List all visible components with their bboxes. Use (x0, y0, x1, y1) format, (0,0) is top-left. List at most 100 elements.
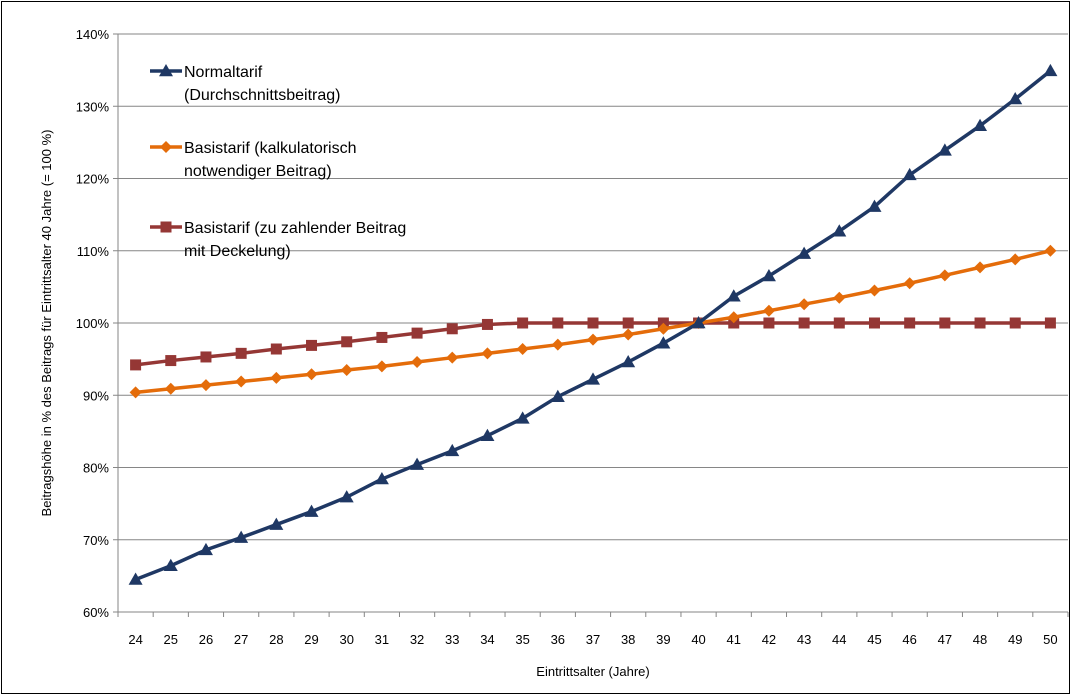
x-tick-label: 39 (656, 632, 670, 647)
legend-marker (160, 221, 172, 233)
legend-label: (Durchschnittsbeitrag) (184, 87, 341, 104)
data-point (305, 368, 318, 381)
x-axis-ticks: 24 25 26 27 28 29 30 31 32 33 34 35 36 37 38 39 40 41 42 43… (117, 612, 1069, 647)
data-point (376, 331, 388, 343)
data-point (551, 338, 564, 351)
data-point (411, 356, 424, 369)
data-point (973, 118, 988, 132)
y-tick-label: 60% (83, 605, 109, 620)
data-point (235, 375, 248, 388)
legend: Normaltarif (Durchschnittsbeitrag) Basista… (150, 64, 406, 260)
legend-label: notwendiger Beitrag) (184, 163, 332, 180)
x-tick-label: 45 (867, 632, 881, 647)
x-tick-label: 40 (691, 632, 705, 647)
data-point (691, 316, 706, 329)
x-tick-label: 25 (164, 632, 178, 647)
data-point (622, 317, 634, 329)
y-axis-title: Beitragshöhe in % des Beitrags für Eintr… (39, 130, 54, 517)
y-axis-ticks: 60% 70% 80% 90% 100% 110% 120% 130% 140% (76, 27, 118, 620)
x-tick-label: 37 (586, 632, 600, 647)
data-point (552, 317, 564, 329)
legend-label: Normaltarif (184, 64, 263, 81)
y-tick-label: 130% (76, 99, 110, 114)
x-tick-label: 32 (410, 632, 424, 647)
data-point (341, 336, 353, 348)
y-tick-label: 70% (83, 533, 109, 548)
x-tick-label: 29 (304, 632, 318, 647)
data-point (163, 558, 178, 572)
data-point (657, 322, 670, 335)
y-tick-label: 90% (83, 388, 109, 403)
data-point (340, 363, 353, 376)
data-point (375, 360, 388, 373)
data-point (587, 317, 599, 329)
y-tick-label: 80% (83, 461, 109, 476)
data-point (1044, 244, 1057, 257)
data-point (904, 317, 916, 329)
x-tick-label: 44 (832, 632, 846, 647)
series (128, 63, 1058, 585)
data-point (481, 318, 493, 330)
data-point (974, 317, 986, 329)
legend-label: Basistarif (zu zahlender Beitrag (184, 220, 406, 237)
data-point (1009, 317, 1021, 329)
data-point (515, 411, 530, 424)
x-axis-title: Eintrittsalter (Jahre) (536, 664, 649, 679)
x-tick-label: 24 (128, 632, 142, 647)
data-point (445, 443, 460, 457)
data-point (656, 336, 671, 349)
data-point (198, 542, 213, 556)
data-point (797, 246, 812, 259)
x-tick-label: 42 (762, 632, 776, 647)
data-point (833, 317, 845, 329)
data-point (269, 517, 284, 530)
data-point (727, 311, 740, 324)
legend-marker (160, 141, 172, 153)
data-point (798, 298, 811, 311)
data-point (446, 351, 459, 364)
data-point (517, 317, 529, 329)
data-point (199, 379, 212, 392)
legend-marker (159, 64, 173, 77)
x-tick-label: 33 (445, 632, 459, 647)
data-point (939, 317, 951, 329)
data-point (1044, 317, 1056, 329)
y-tick-label: 120% (76, 172, 110, 187)
data-point (516, 343, 529, 356)
data-point (937, 143, 952, 156)
series-1 (128, 63, 1058, 585)
data-point (621, 355, 636, 368)
data-point (481, 347, 494, 360)
data-point (339, 490, 354, 503)
data-point (622, 328, 635, 341)
data-point (411, 327, 423, 339)
x-tick-label: 30 (339, 632, 353, 647)
x-tick-label: 27 (234, 632, 248, 647)
data-point (726, 289, 741, 302)
data-point (200, 351, 212, 363)
x-tick-label: 48 (973, 632, 987, 647)
x-tick-label: 43 (797, 632, 811, 647)
data-point (235, 347, 247, 359)
data-point (165, 355, 177, 367)
data-point (550, 389, 565, 402)
x-tick-label: 36 (551, 632, 565, 647)
series-2 (129, 244, 1057, 399)
data-point (868, 317, 880, 329)
data-point (1008, 92, 1023, 105)
x-tick-label: 50 (1043, 632, 1057, 647)
x-tick-label: 26 (199, 632, 213, 647)
data-point (833, 291, 846, 304)
x-tick-label: 41 (727, 632, 741, 647)
data-point (938, 269, 951, 282)
data-point (832, 224, 847, 237)
x-tick-label: 31 (375, 632, 389, 647)
data-point (410, 457, 425, 470)
data-point (128, 572, 143, 585)
data-point (763, 317, 775, 329)
data-point (1009, 253, 1022, 266)
data-point (480, 428, 495, 441)
data-point (234, 530, 249, 543)
x-tick-label: 47 (938, 632, 952, 647)
